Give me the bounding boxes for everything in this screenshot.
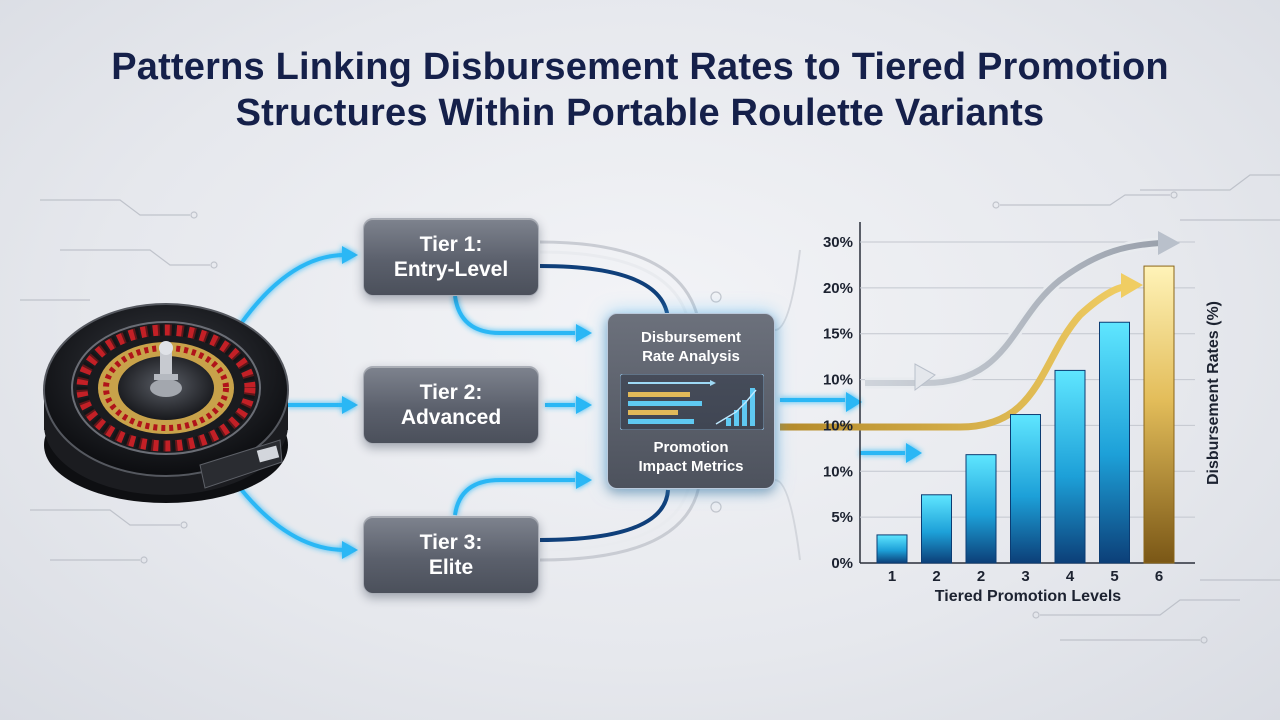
chart-y-tick-label: 10% bbox=[823, 463, 853, 480]
analysis-title-line-1: Disbursement bbox=[640, 329, 742, 346]
tier-3-label: Elite bbox=[428, 556, 474, 579]
tier-3-box: Tier 3: Elite bbox=[363, 516, 539, 594]
tier-1-label: Entry-Level bbox=[393, 258, 509, 281]
chart-y-tick-label: 20% bbox=[823, 280, 853, 297]
circuit-traces bbox=[20, 174, 1280, 641]
analysis-subtitle: Promotion Impact Metrics bbox=[608, 438, 774, 476]
chart-y-label: Disbursement Rates (%) bbox=[1205, 301, 1222, 485]
title-line-2: Structures Within Portable Roulette Vari… bbox=[235, 92, 1045, 134]
chart-y-ticks: 0% 5% 10% 10% 10% 15% 20% 30% bbox=[823, 234, 853, 572]
chart-y-tick-label: 10% bbox=[823, 417, 853, 434]
chart-x-label: Tiered Promotion Levels bbox=[935, 588, 1122, 605]
page-title: Patterns Linking Disbursement Rates to T… bbox=[0, 44, 1280, 136]
title-line-1: Patterns Linking Disbursement Rates to T… bbox=[111, 46, 1169, 88]
chart-x-tick-label: 2 bbox=[977, 568, 985, 585]
roulette-wheel-icon bbox=[43, 303, 289, 503]
chart-y-tick-label: 30% bbox=[823, 234, 853, 251]
chart-x-tick-label: 3 bbox=[1021, 568, 1029, 585]
analysis-sub-line-1: Promotion bbox=[653, 439, 729, 456]
tier-2-name: Tier 2: bbox=[419, 381, 483, 404]
analysis-sub-line-2: Impact Metrics bbox=[638, 458, 744, 475]
chart-y-tick-label: 15% bbox=[823, 326, 853, 343]
analysis-title: Disbursement Rate Analysis bbox=[608, 328, 774, 366]
chart-bar-7 bbox=[1143, 265, 1175, 564]
circuit-nodes bbox=[140, 191, 1208, 644]
chart-x-tick-label: 2 bbox=[932, 568, 940, 585]
tier-2-box: Tier 2: Advanced bbox=[363, 366, 539, 444]
trend-lines bbox=[780, 231, 1180, 431]
tier-2-label: Advanced bbox=[400, 406, 502, 429]
tier-1-name: Tier 1: bbox=[419, 233, 483, 256]
flow-arrowheads bbox=[342, 246, 922, 559]
analysis-box: Disbursement Rate Analysis Promotion Imp… bbox=[607, 313, 775, 489]
chart-x-tick-label: 5 bbox=[1110, 568, 1118, 585]
chart-bar-4 bbox=[1010, 414, 1041, 564]
chart-bars bbox=[876, 265, 1175, 564]
chart-x-tick-label: 6 bbox=[1155, 568, 1163, 585]
chart-bar-1 bbox=[876, 534, 908, 564]
tier-1-box: Tier 1: Entry-Level bbox=[363, 218, 539, 296]
chart-x-tick-label: 4 bbox=[1066, 568, 1075, 585]
chart-bar-5 bbox=[1054, 369, 1086, 564]
analysis-title-line-2: Rate Analysis bbox=[642, 348, 740, 365]
chart-y-tick-label: 0% bbox=[831, 555, 853, 572]
connector-curves bbox=[539, 240, 801, 562]
chart-x-ticks: 1 2 2 3 4 5 6 bbox=[888, 568, 1163, 585]
chart-bar-6 bbox=[1099, 321, 1130, 564]
chart-y-tick-label: 10% bbox=[823, 372, 853, 389]
chart-x-tick-label: 1 bbox=[888, 568, 896, 585]
mini-chart-icon bbox=[620, 374, 764, 430]
chart-y-tick-label: 5% bbox=[831, 509, 853, 526]
chart-bar-2 bbox=[921, 494, 952, 564]
tier-3-name: Tier 3: bbox=[419, 531, 483, 554]
flow-arrows bbox=[238, 253, 905, 552]
chart-bar-3 bbox=[965, 454, 997, 564]
